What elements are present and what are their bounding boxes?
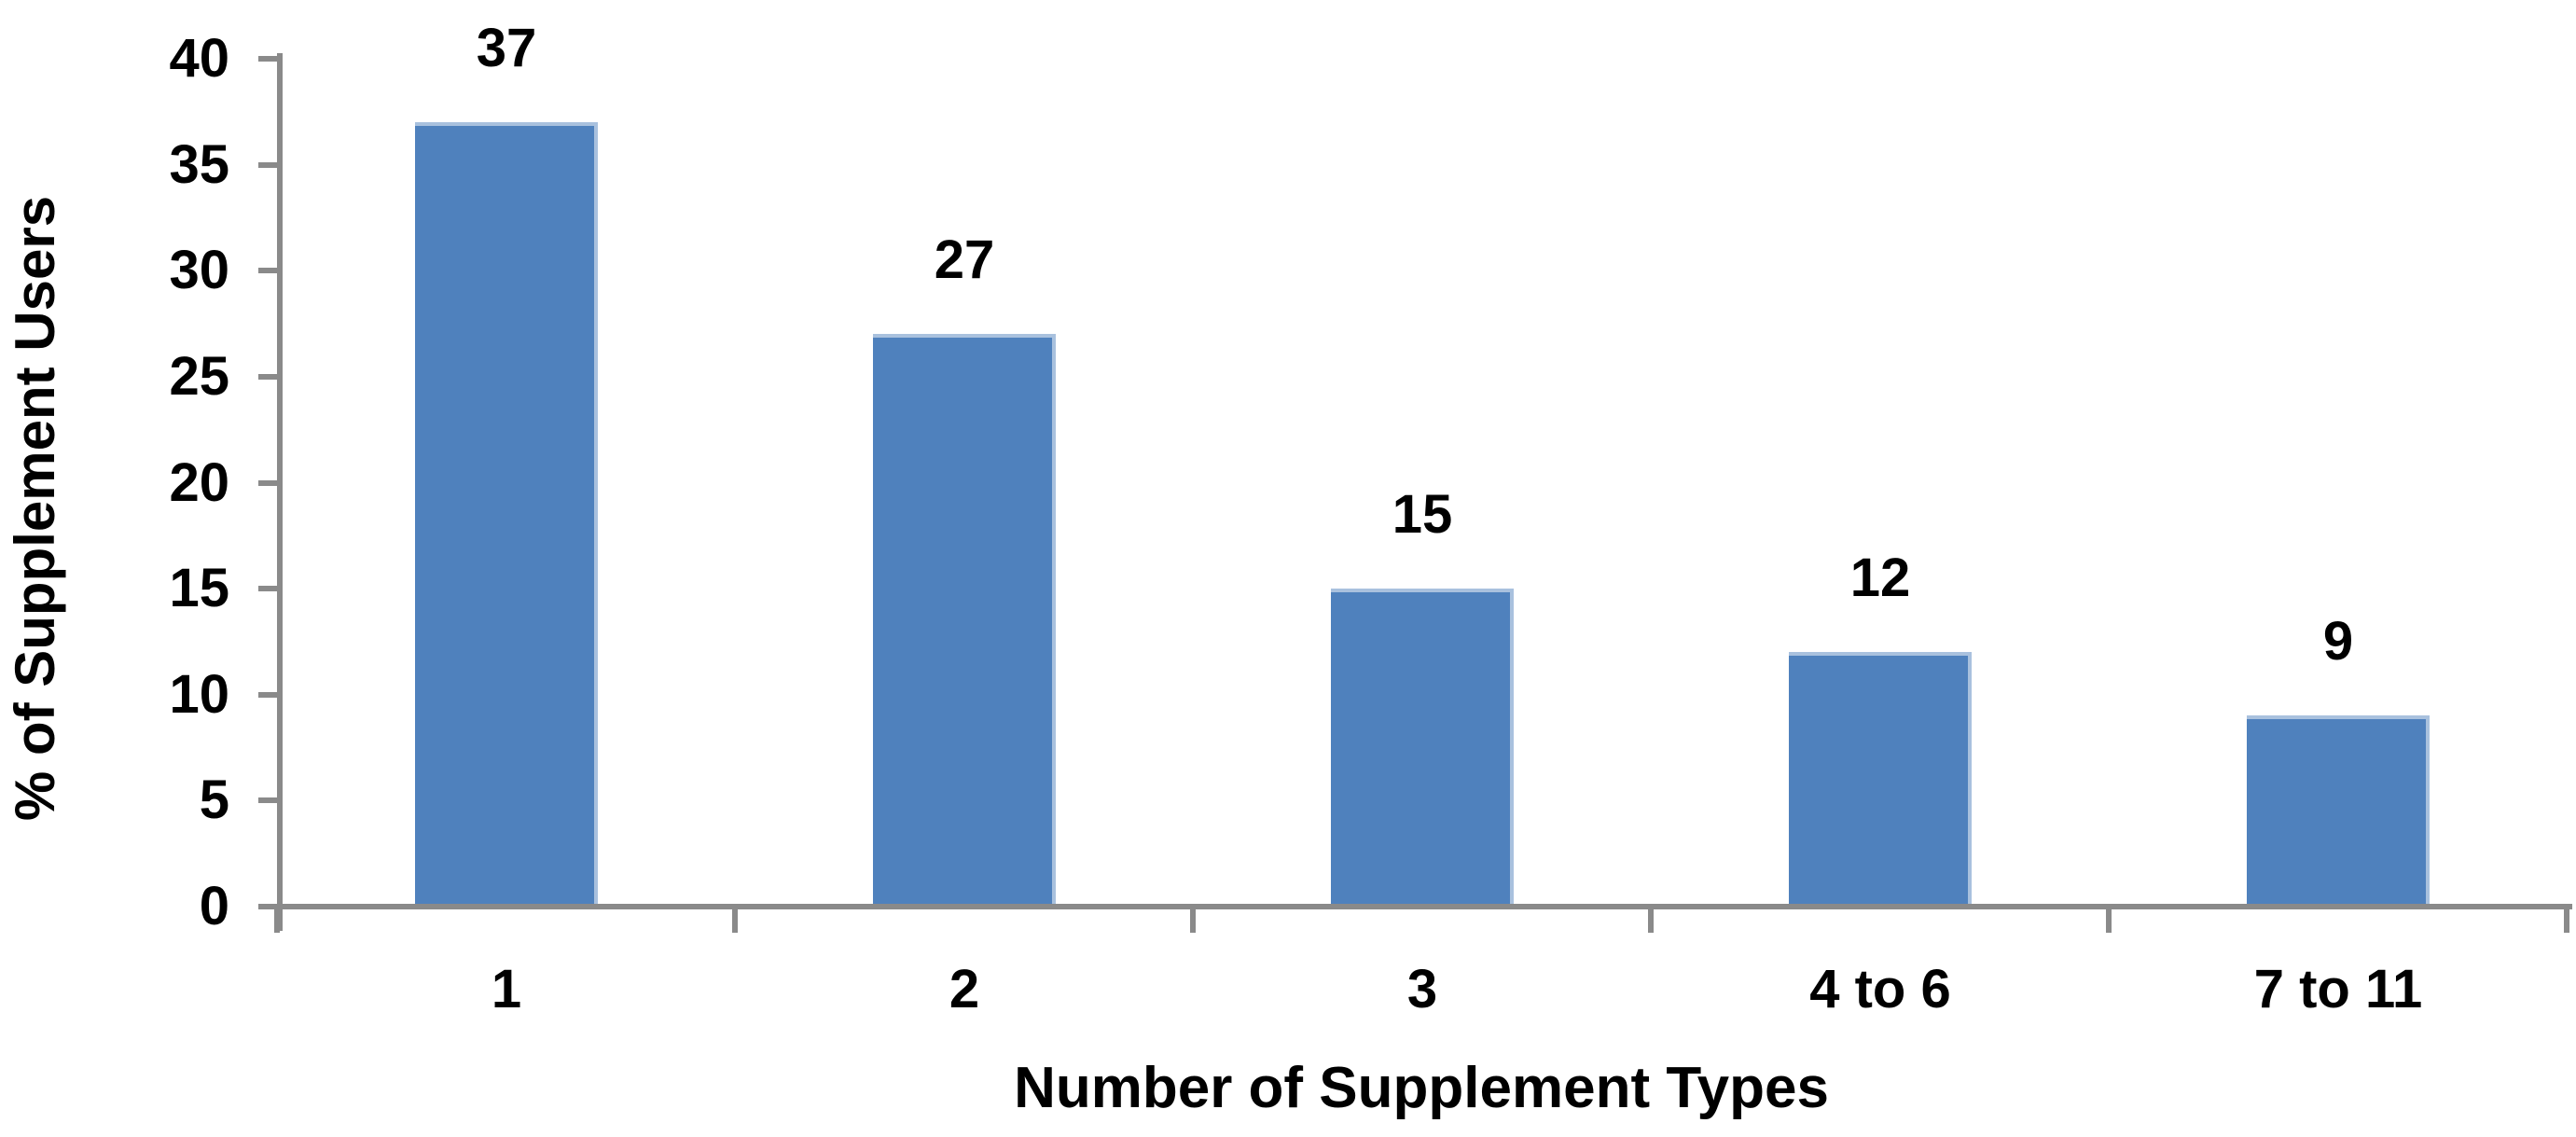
- x-tick: [2106, 907, 2112, 933]
- y-tick: [258, 797, 277, 803]
- y-tick: [258, 162, 277, 168]
- y-tick-label: 20: [169, 452, 229, 513]
- y-tick-label: 40: [169, 28, 229, 89]
- y-tick-label: 30: [169, 240, 229, 300]
- x-tick: [1190, 907, 1196, 933]
- y-tick-label: 10: [169, 664, 229, 725]
- bar-value-label: 37: [476, 18, 537, 78]
- y-tick-label: 35: [169, 134, 229, 195]
- x-tick: [2564, 907, 2569, 933]
- x-category-label: 2: [949, 959, 980, 1019]
- y-tick-label: 15: [169, 558, 229, 618]
- bar-value-label: 27: [934, 229, 995, 290]
- y-tick: [258, 268, 277, 273]
- y-tick: [258, 56, 277, 62]
- bar: [2247, 715, 2430, 907]
- bar: [873, 334, 1056, 907]
- x-category-label: 7 to 11: [2253, 959, 2423, 1019]
- bar-value-label: 9: [2322, 611, 2354, 672]
- x-category-label: 4 to 6: [1809, 959, 1951, 1019]
- bar-value-label: 15: [1392, 484, 1453, 545]
- x-tick: [1648, 907, 1654, 933]
- x-category-label: 1: [491, 959, 522, 1019]
- y-axis-line: [277, 53, 283, 931]
- x-category-label: 3: [1406, 959, 1438, 1019]
- x-axis-title: Number of Supplement Types: [1014, 1056, 1829, 1120]
- x-axis-line: [258, 904, 2572, 909]
- y-tick-label: 25: [169, 346, 229, 407]
- y-tick: [258, 374, 277, 380]
- y-tick-label: 0: [199, 876, 229, 936]
- x-tick: [732, 907, 738, 933]
- bar-value-label: 12: [1849, 548, 1911, 608]
- y-tick: [258, 692, 277, 698]
- bar: [1789, 652, 1972, 907]
- y-tick-label: 5: [199, 770, 229, 830]
- y-tick: [258, 586, 277, 591]
- y-tick: [258, 480, 277, 486]
- bar: [1331, 589, 1514, 907]
- bar: [415, 122, 598, 907]
